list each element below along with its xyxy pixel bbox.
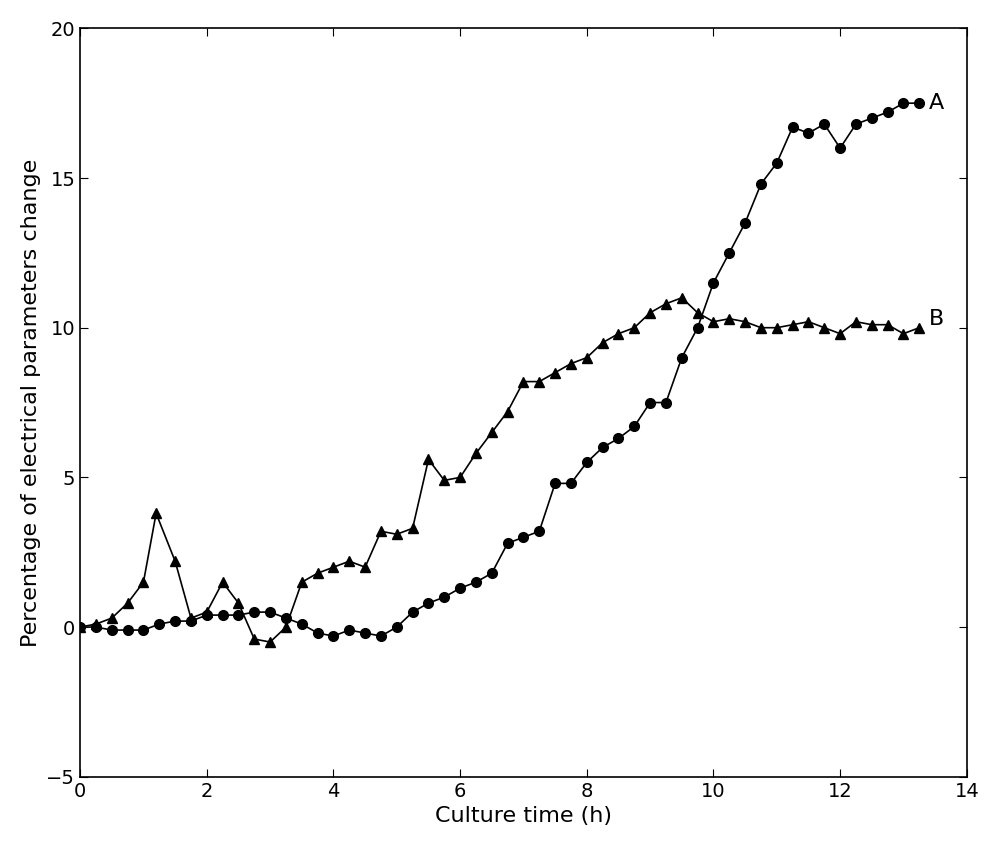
Text: A: A <box>929 93 944 113</box>
Y-axis label: Percentage of electrical parameters change: Percentage of electrical parameters chan… <box>21 158 41 646</box>
X-axis label: Culture time (h): Culture time (h) <box>435 806 612 826</box>
Text: B: B <box>929 308 944 329</box>
